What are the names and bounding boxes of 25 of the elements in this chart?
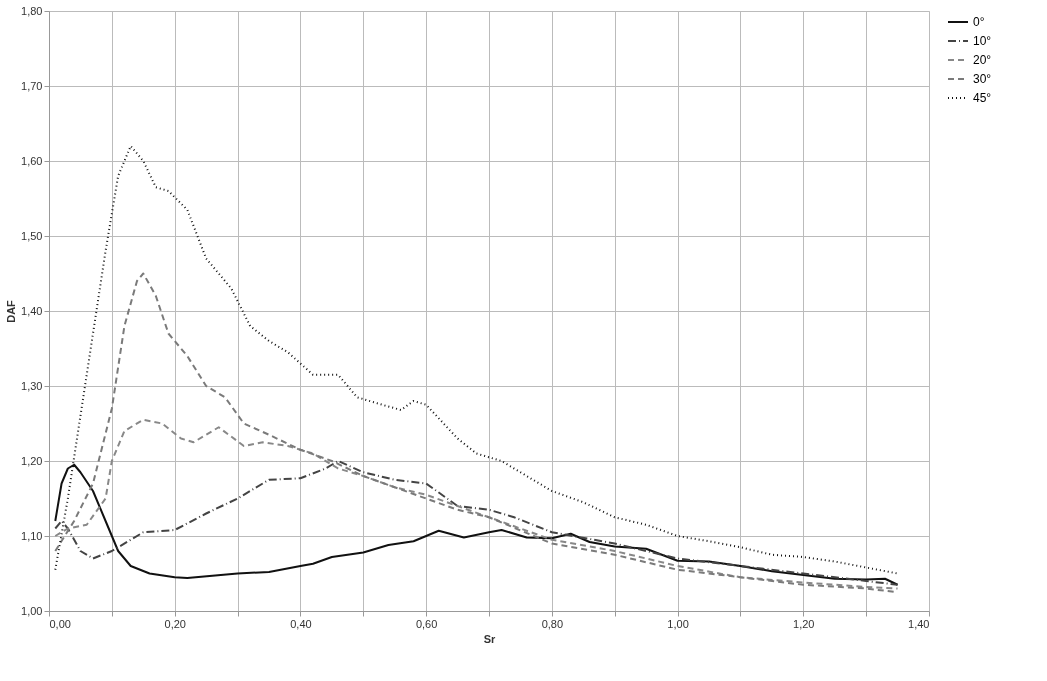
x-tick-label: 1,40: [908, 617, 930, 630]
legend-label: 45°: [973, 91, 992, 105]
x-axis-title: Sr: [483, 632, 497, 645]
legend-label: 10°: [973, 34, 992, 48]
y-tick-label: 1,50: [21, 229, 43, 242]
x-tick-label: 0,60: [415, 617, 438, 630]
y-tick-label: 1,70: [21, 79, 43, 92]
line-series: [54, 418, 899, 590]
y-tick-label: 1,80: [21, 4, 43, 17]
y-axis-title: DAF: [5, 299, 18, 323]
legend-label: 0°: [973, 15, 985, 29]
x-tick-label: 1,20: [793, 617, 815, 630]
x-tick-label: 0,40: [290, 617, 312, 630]
legend-label: 20°: [973, 53, 992, 67]
y-tick-label: 1,40: [21, 304, 43, 317]
y-tick-label: 1,20: [21, 454, 43, 467]
legend-label: 30°: [973, 72, 992, 86]
x-tick-label: 0,80: [541, 617, 564, 630]
y-tick-label: 1,60: [21, 154, 43, 167]
y-tick-label: 1,10: [21, 529, 43, 542]
x-tick-label: 0,20: [164, 617, 186, 630]
y-tick-label: 1,00: [21, 604, 43, 617]
y-tick-label: 1,30: [21, 379, 43, 392]
x-tick-label: 1,00: [667, 617, 689, 630]
x-tick-label: 0,00: [49, 617, 71, 630]
